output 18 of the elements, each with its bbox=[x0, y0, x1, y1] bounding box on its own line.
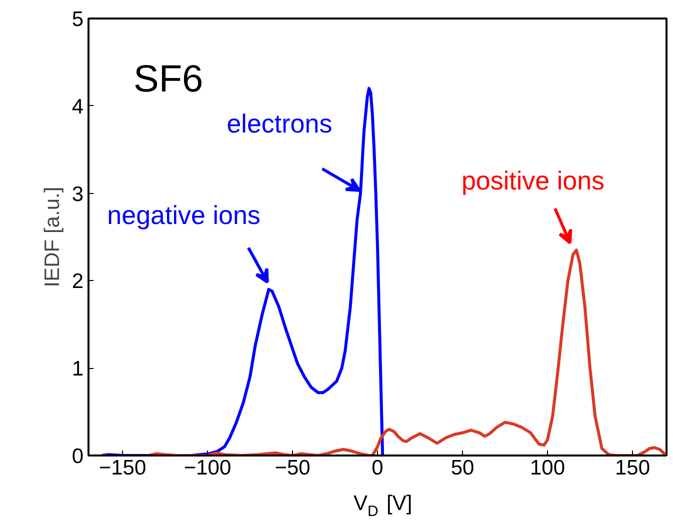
y-axis-title: IEDF [a.u.] bbox=[40, 186, 64, 288]
y-tick-label: 1 bbox=[72, 358, 84, 381]
y-tick-label: 2 bbox=[72, 270, 84, 294]
x-tick-label: 0 bbox=[372, 456, 384, 480]
x-tick-label: 50 bbox=[450, 456, 474, 480]
annotation: positive ions bbox=[461, 166, 605, 196]
x-tick-label: 100 bbox=[530, 456, 566, 480]
x-tick-label: −100 bbox=[184, 456, 232, 480]
x-tick-label: −150 bbox=[98, 456, 146, 480]
y-tick-label: 3 bbox=[72, 182, 84, 206]
y-tick-label: 5 bbox=[72, 8, 84, 31]
line-series bbox=[146, 248, 666, 456]
x-tick-label: 150 bbox=[614, 456, 650, 480]
y-tick-label: 4 bbox=[72, 95, 84, 118]
annotation: SF6 bbox=[134, 58, 204, 100]
annotation: electrons bbox=[226, 108, 332, 138]
annotation: negative ions bbox=[107, 200, 260, 230]
x-tick-label: −50 bbox=[274, 456, 310, 480]
